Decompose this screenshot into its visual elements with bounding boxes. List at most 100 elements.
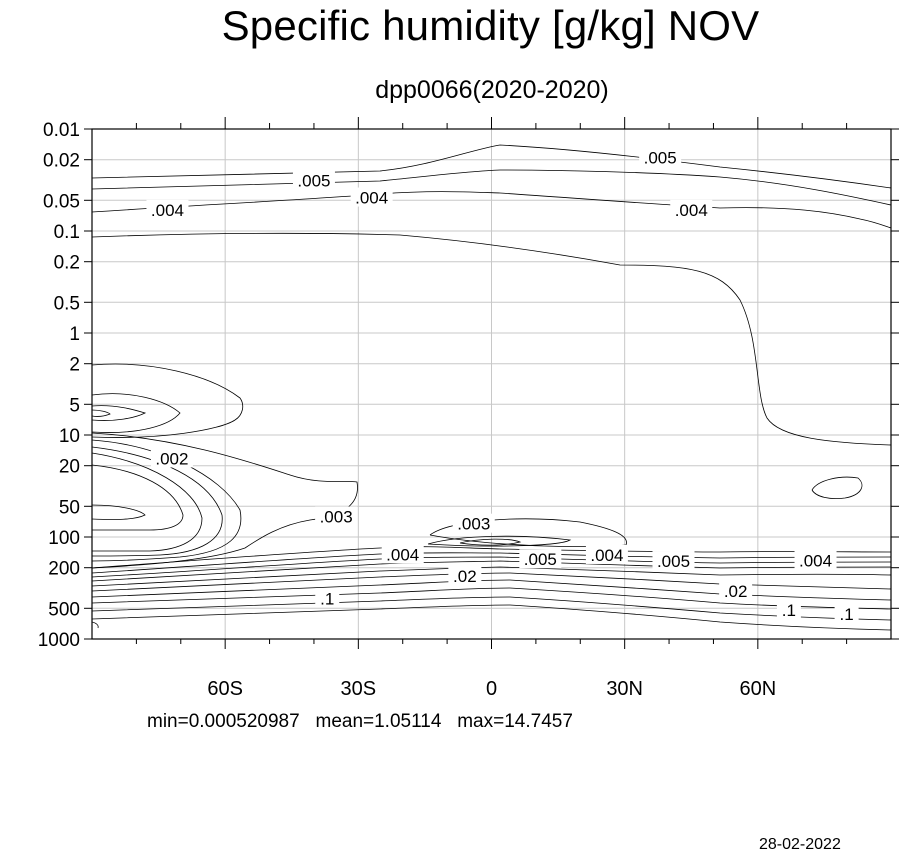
contour-lines xyxy=(91,144,892,631)
contour-line xyxy=(91,546,892,569)
y-tick-label: 50 xyxy=(59,497,80,518)
contour-label-text: .004 xyxy=(386,545,419,564)
contour-label-text: .1 xyxy=(320,589,334,608)
contour-label-text: .004 xyxy=(590,546,623,565)
contour-label: .003 xyxy=(315,506,358,527)
y-tick-label: 5 xyxy=(69,395,80,416)
contour-label: .02 xyxy=(719,581,753,601)
y-tick-label: 20 xyxy=(59,457,80,478)
contour-line xyxy=(91,579,892,601)
contour-label-text: .005 xyxy=(644,148,677,167)
contour-label-text: .02 xyxy=(724,582,748,601)
contour-label-bg xyxy=(776,600,801,620)
contour-label-text: .02 xyxy=(453,567,477,586)
x-tick-label: 30S xyxy=(341,678,377,700)
contour-line xyxy=(91,191,892,229)
contour-line xyxy=(91,452,203,552)
contour-line xyxy=(91,144,892,189)
contour-label: .004 xyxy=(670,199,713,220)
contour-line xyxy=(91,566,892,587)
contour-label: .02 xyxy=(448,565,482,586)
contour-label: .004 xyxy=(146,199,189,220)
y-tick-label: 0.02 xyxy=(43,151,80,172)
contour-label: .002 xyxy=(150,448,193,469)
contour-line xyxy=(91,405,147,421)
contour-label: .004 xyxy=(381,544,424,564)
y-tick-label: 1000 xyxy=(38,630,80,651)
contour-label-text: .004 xyxy=(675,201,708,220)
contour-label: .1 xyxy=(776,600,801,620)
contour-label-text: .004 xyxy=(151,201,184,220)
contour-line xyxy=(91,169,892,206)
contour-label: .004 xyxy=(585,544,628,565)
contour-line xyxy=(459,538,522,546)
y-tick-label: 200 xyxy=(48,559,80,580)
contour-label-bg xyxy=(639,147,682,167)
contour-line xyxy=(811,476,863,499)
contour-line xyxy=(91,363,244,438)
contour-label: .004 xyxy=(794,550,837,571)
y-tick-label: 500 xyxy=(48,599,80,620)
contour-label: .004 xyxy=(350,187,393,208)
contour-label-bg xyxy=(519,549,562,569)
axis-ticks xyxy=(84,117,899,649)
contour-label: .005 xyxy=(652,551,695,571)
contour-line xyxy=(427,535,572,547)
contour-label-bg xyxy=(452,513,495,533)
contour-line xyxy=(91,560,892,582)
y-tick-labels: 0.01 0.02 0.05 0.1 0.2 0.5 1 2 5 10 20 50 100 200 500 1… xyxy=(38,120,80,651)
contour-label-text: .005 xyxy=(297,172,330,191)
x-tick-label: 60S xyxy=(207,678,243,700)
chart-subtitle: dpp0066(2020-2020) xyxy=(375,76,609,104)
contour-label-bg xyxy=(585,544,628,564)
y-tick-label: 100 xyxy=(48,528,80,549)
contour-label-text: .003 xyxy=(457,515,490,534)
contour-line xyxy=(91,432,358,569)
contour-label: .005 xyxy=(292,170,335,191)
y-tick-label: 10 xyxy=(59,426,80,447)
stats-summary: min=0.000520987 mean=1.05114 max=14.7457 xyxy=(147,711,573,732)
date-stamp: 28-02-2022 xyxy=(759,836,841,853)
x-tick-label: 0 xyxy=(486,678,497,700)
contour-label-bg xyxy=(652,551,695,571)
y-tick-label: 2 xyxy=(69,355,80,376)
contour-label-text: .004 xyxy=(355,189,388,208)
contour-label-text: .1 xyxy=(840,605,854,624)
y-tick-label: 0.1 xyxy=(54,222,80,243)
contour-label-bg xyxy=(315,588,340,608)
y-tick-label: 0.5 xyxy=(54,293,80,314)
contour-label-bg xyxy=(670,199,713,219)
contour-line xyxy=(91,464,184,531)
contour-label-bg xyxy=(834,604,859,624)
contour-line xyxy=(91,232,892,446)
x-tick-label: 30N xyxy=(606,678,643,700)
contour-label: .005 xyxy=(639,147,682,167)
contour-line xyxy=(91,604,892,631)
x-tick-label: 60N xyxy=(739,678,776,700)
contour-label-bg xyxy=(448,565,482,585)
chart-title: Specific humidity [g/kg] NOV xyxy=(221,2,760,49)
contour-label: .003 xyxy=(452,513,495,534)
contour-line xyxy=(91,393,181,433)
contour-labels: .005 .005 .004 .004 .004 .002 .003 .003 .004 .005… xyxy=(146,147,859,624)
y-tick-label: 0.2 xyxy=(54,253,80,274)
contour-label-text: .1 xyxy=(782,601,796,620)
y-tick-label: 0.05 xyxy=(43,191,80,212)
contour-label-bg xyxy=(292,170,335,190)
contour-label-bg xyxy=(146,199,189,219)
contour-line xyxy=(91,572,892,592)
contour-label: .005 xyxy=(519,549,562,569)
contour-label: .1 xyxy=(834,604,859,624)
contour-label: .1 xyxy=(315,588,340,608)
x-tick-labels: 60S 30S 0 30N 60N xyxy=(207,678,776,700)
contour-label-bg xyxy=(350,187,393,207)
contour-label-bg xyxy=(315,506,358,526)
contour-label-bg xyxy=(794,550,837,570)
contour-label-text: .002 xyxy=(155,450,188,469)
contour-label-text: .004 xyxy=(799,552,832,571)
contour-line xyxy=(91,552,892,574)
contour-label-text: .005 xyxy=(524,550,557,569)
contour-label-bg xyxy=(150,448,193,468)
y-tick-label: 0.01 xyxy=(43,120,80,141)
